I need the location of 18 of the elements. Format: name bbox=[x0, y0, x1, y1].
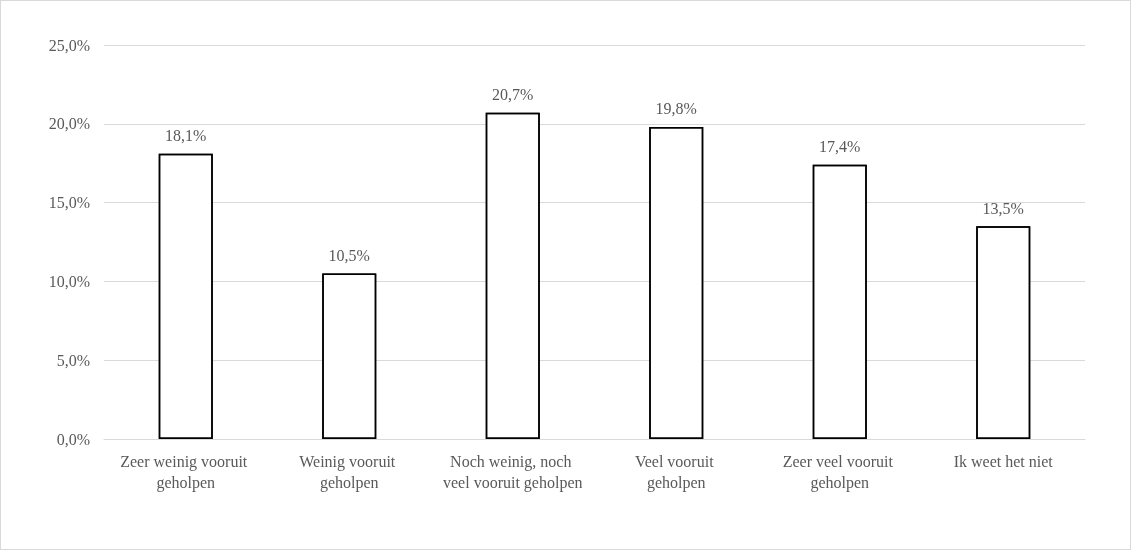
data-label: 20,7% bbox=[492, 86, 534, 104]
x-tick-label: Veel vooruit geholpen bbox=[634, 453, 718, 492]
y-tick-label: 10,0% bbox=[48, 272, 90, 290]
data-label: 19,8% bbox=[655, 100, 697, 118]
y-tick-label: 5,0% bbox=[56, 351, 90, 369]
data-label: 13,5% bbox=[982, 199, 1024, 217]
x-tick-label: Noch weinig, noch veel vooruit geholpen bbox=[442, 453, 583, 492]
y-tick-label: 20,0% bbox=[48, 115, 90, 133]
x-tick-label: Zeer weinig vooruit geholpen bbox=[120, 453, 252, 492]
y-tick-label: 0,0% bbox=[56, 430, 90, 448]
y-tick-label: 25,0% bbox=[48, 36, 90, 54]
x-tick-label: Zeer veel vooruit geholpen bbox=[782, 453, 897, 492]
x-tick-label: Weinig vooruit geholpen bbox=[299, 453, 400, 492]
data-label: 17,4% bbox=[819, 138, 861, 156]
data-label: 10,5% bbox=[328, 247, 370, 265]
y-tick-label: 15,0% bbox=[48, 194, 90, 212]
x-tick-label: Ik weet het niet bbox=[953, 453, 1054, 470]
data-label: 18,1% bbox=[165, 127, 207, 145]
